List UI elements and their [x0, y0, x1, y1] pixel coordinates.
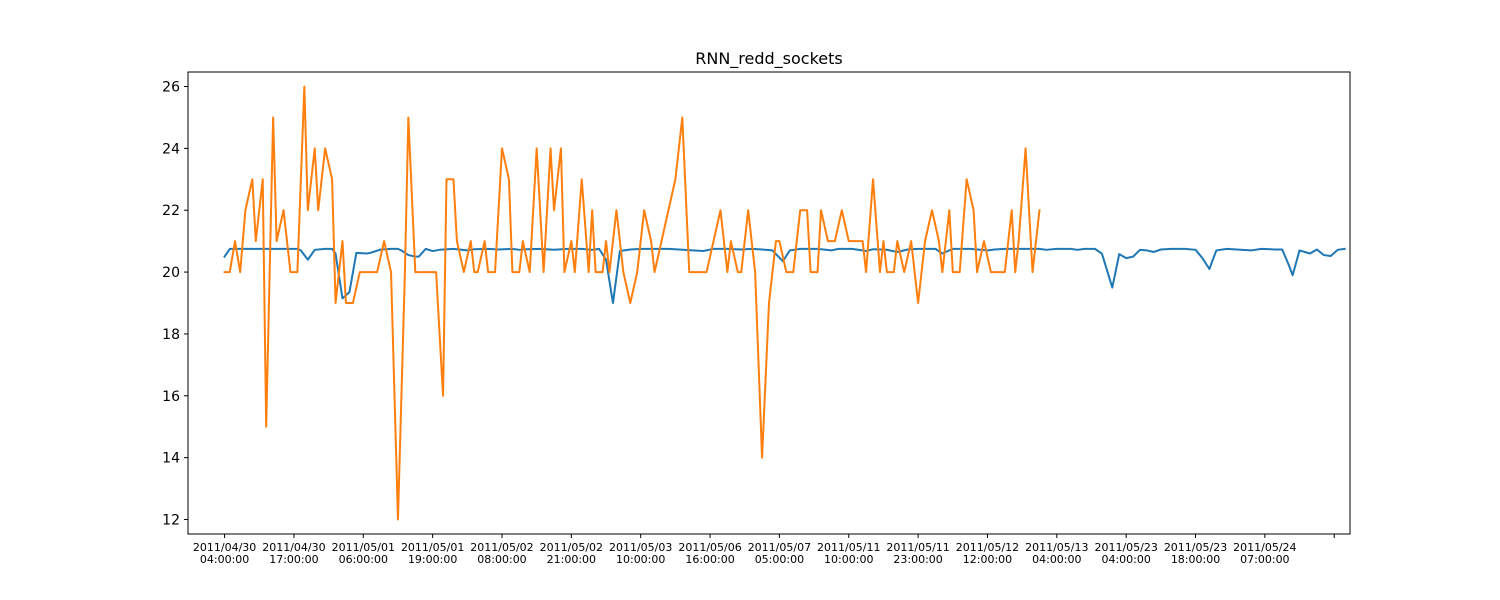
- x-tick-label: 2011/05/02: [470, 541, 533, 554]
- x-tick-label: 07:00:00: [1240, 553, 1289, 566]
- x-tick-label: 2011/05/23: [1164, 541, 1227, 554]
- x-tick-label: 2011/05/03: [609, 541, 672, 554]
- chart-title: RNN_redd_sockets: [695, 49, 843, 69]
- x-tick-label: 2011/05/12: [956, 541, 1019, 554]
- series-layer: [223, 85, 1346, 521]
- x-tick-label: 04:00:00: [200, 553, 249, 566]
- y-tick-label: 14: [162, 451, 180, 467]
- x-tick-label: 2011/05/07: [748, 541, 811, 554]
- x-tick-label: 04:00:00: [1101, 553, 1150, 566]
- series-line-predicted: [223, 247, 1346, 304]
- x-tick-label: 04:00:00: [1032, 553, 1081, 566]
- x-tick-label: 2011/05/23: [1094, 541, 1157, 554]
- x-tick-label: 16:00:00: [685, 553, 734, 566]
- plot-frame: [187, 71, 1351, 535]
- y-axis: 12 14 16 18 20 22 24 26: [162, 80, 188, 528]
- x-tick-label: 21:00:00: [547, 553, 596, 566]
- y-tick-label: 20: [162, 265, 180, 281]
- x-tick-label: 2011/05/01: [401, 541, 464, 554]
- y-tick-label: 12: [162, 512, 180, 528]
- x-tick-label: 2011/05/24: [1233, 541, 1296, 554]
- x-tick-label: 05:00:00: [755, 553, 804, 566]
- x-tick-label: 2011/04/30: [193, 541, 256, 554]
- x-tick-label: 2011/04/30: [262, 541, 325, 554]
- x-tick-label: 17:00:00: [269, 553, 318, 566]
- x-tick-label: 10:00:00: [616, 553, 665, 566]
- x-tick-label: 08:00:00: [477, 553, 526, 566]
- y-tick-label: 18: [162, 327, 180, 343]
- x-tick-label: 18:00:00: [1171, 553, 1220, 566]
- x-tick-label: 2011/05/01: [332, 541, 395, 554]
- y-tick-label: 16: [162, 389, 180, 405]
- x-axis: 2011/04/3004:00:002011/04/3017:00:002011…: [193, 534, 1335, 566]
- y-tick-label: 26: [162, 80, 180, 96]
- x-tick-label: 2011/05/11: [817, 541, 880, 554]
- x-tick-label: 10:00:00: [824, 553, 873, 566]
- x-tick-label: 2011/05/06: [678, 541, 741, 554]
- x-tick-label: 23:00:00: [893, 553, 942, 566]
- y-tick-label: 24: [162, 141, 180, 157]
- series-line-actual: [223, 85, 1041, 521]
- x-tick-label: 2011/05/11: [886, 541, 949, 554]
- x-tick-label: 06:00:00: [339, 553, 388, 566]
- x-tick-label: 2011/05/02: [540, 541, 603, 554]
- x-tick-label: 19:00:00: [408, 553, 457, 566]
- x-tick-label: 2011/05/13: [1025, 541, 1088, 554]
- y-tick-label: 22: [162, 203, 180, 219]
- x-tick-label: 12:00:00: [963, 553, 1012, 566]
